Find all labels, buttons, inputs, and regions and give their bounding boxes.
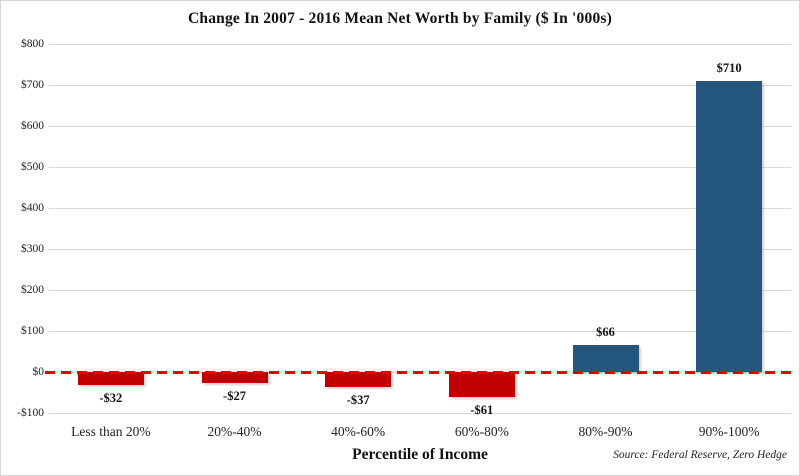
gridline	[49, 125, 791, 127]
bar-Less than 20%	[77, 372, 144, 386]
x-axis-title: Percentile of Income	[352, 446, 488, 463]
bar-value-label: -$32	[99, 391, 123, 406]
x-tick-label: Less than 20%	[71, 424, 151, 439]
bar-80%-90%	[572, 344, 639, 372]
y-tick-label: $200	[21, 284, 44, 296]
gridline	[49, 166, 791, 168]
x-tick-label: 20%-40%	[207, 424, 262, 439]
y-tick-label: -$100	[17, 407, 44, 419]
y-tick-label: $300	[21, 243, 44, 255]
gridline	[49, 330, 791, 332]
y-tick-label: $800	[21, 38, 44, 50]
bar-90%-100%	[696, 80, 763, 372]
gridline	[49, 289, 791, 291]
y-tick-label: $100	[21, 325, 44, 337]
gridline	[49, 248, 791, 250]
y-tick-label: $400	[21, 202, 44, 214]
bar-value-label: $710	[716, 60, 742, 75]
chart-title: Change In 2007 - 2016 Mean Net Worth by …	[188, 10, 612, 27]
bar-20%-40%	[201, 372, 268, 384]
bar-value-label: -$37	[346, 393, 370, 408]
plot-area	[45, 43, 797, 414]
gridline	[49, 84, 791, 86]
bar-value-label: -$61	[470, 403, 494, 417]
x-tick-label: 40%-60%	[331, 424, 386, 439]
x-tick-label: 90%-100%	[698, 424, 760, 439]
y-tick-label: $700	[21, 79, 44, 91]
bar-value-label: -$27	[223, 389, 246, 404]
source-note: Source: Federal Reserve, Zero Hedge	[613, 449, 787, 461]
x-tick-label: 80%-90%	[578, 424, 633, 439]
x-tick-label: 60%-80%	[454, 424, 509, 439]
y-tick-label: $600	[21, 120, 44, 132]
gridline	[49, 412, 791, 414]
y-tick-label: $0	[32, 366, 45, 378]
gridline	[49, 207, 791, 209]
bar-60%-80%	[448, 372, 515, 397]
gridline	[49, 43, 791, 45]
bar-40%-60%	[325, 372, 392, 388]
y-tick-label: $500	[21, 161, 44, 173]
bar-value-label: $66	[596, 324, 615, 339]
zero-dashed-line	[45, 370, 797, 374]
